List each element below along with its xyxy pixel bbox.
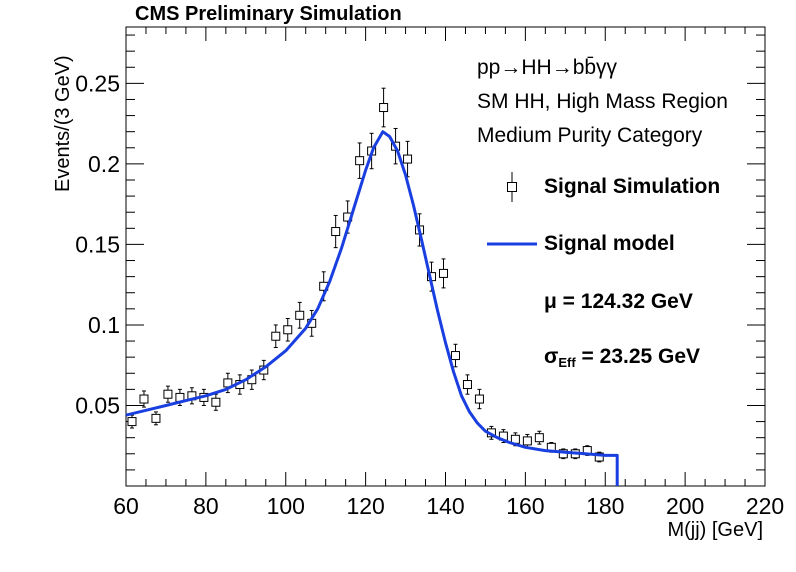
y-axis-label: Events/(3 GeV)	[52, 55, 74, 192]
y-tick-label: 0.15	[75, 231, 120, 257]
data-point	[295, 301, 305, 329]
y-tick-label: 0.05	[75, 392, 120, 418]
point-marker	[295, 310, 305, 320]
axis-ticks	[125, 27, 766, 487]
x-axis-label: M(jj) [GeV]	[667, 519, 763, 541]
data-point	[331, 214, 341, 249]
mu-label: μ = 124.32 GeV	[544, 290, 693, 313]
data-point	[271, 324, 281, 348]
point-marker	[151, 413, 161, 423]
data-point	[163, 385, 173, 403]
annotation-category: Medium Purity Category	[477, 124, 703, 147]
point-marker	[379, 103, 389, 113]
data-point	[522, 433, 532, 448]
annotation-region: SM HH, High Mass Region	[477, 90, 728, 113]
x-tick-labels: 60 80 100 120 140 160 180 200 220	[113, 493, 784, 519]
point-marker	[331, 227, 341, 237]
point-marker	[439, 268, 449, 278]
point-marker	[355, 156, 365, 166]
y-tick-label: 0.2	[88, 151, 120, 177]
point-marker	[594, 452, 604, 462]
annotation-process: pp→HH→bb̄γγ	[477, 56, 618, 79]
data-point	[355, 142, 365, 179]
data-point	[534, 430, 544, 445]
point-marker	[462, 380, 472, 390]
sigma-eff-label: σEff = 23.25 GeV	[544, 345, 700, 370]
x-tick-label: 80	[193, 493, 219, 519]
data-point	[474, 388, 484, 410]
data-point	[139, 390, 149, 408]
x-tick-label: 100	[267, 493, 305, 519]
point-marker	[139, 394, 149, 404]
data-point	[151, 411, 161, 426]
data-point	[462, 374, 472, 395]
x-tick-label: 120	[346, 493, 384, 519]
legend-simulation-marker	[507, 172, 517, 202]
data-point	[439, 258, 449, 289]
data-point	[403, 140, 413, 178]
data-point	[187, 387, 197, 405]
y-tick-label: 0.25	[75, 70, 120, 96]
data-point	[127, 414, 137, 429]
x-tick-label: 140	[426, 493, 464, 519]
model-curve	[125, 130, 619, 486]
point-marker	[403, 154, 413, 164]
x-tick-label: 160	[506, 493, 544, 519]
x-tick-label: 200	[666, 493, 704, 519]
y-tick-labels: 0.05 0.1 0.15 0.2 0.25	[75, 70, 120, 418]
point-marker	[271, 331, 281, 341]
point-marker	[283, 325, 293, 335]
sigma-symbol: σ	[544, 345, 559, 368]
sigma-value: = 23.25 GeV	[575, 345, 701, 368]
sigma-subscript: Eff	[558, 355, 576, 370]
point-marker	[522, 436, 532, 446]
legend-label-model: Signal model	[544, 232, 675, 255]
x-tick-label: 60	[113, 493, 139, 519]
data-point	[211, 393, 221, 411]
point-marker	[127, 417, 137, 427]
y-tick-label: 0.1	[88, 312, 120, 338]
point-marker	[534, 433, 544, 443]
point-marker	[163, 389, 173, 399]
data-point	[450, 343, 460, 368]
data-point	[283, 318, 293, 342]
chart-title: CMS Preliminary Simulation	[135, 3, 402, 25]
data-point	[379, 87, 389, 128]
x-tick-label: 180	[586, 493, 624, 519]
point-marker	[450, 351, 460, 361]
x-tick-label: 220	[746, 493, 784, 519]
point-marker	[211, 397, 221, 407]
signal-model-line	[125, 130, 619, 486]
point-marker	[474, 394, 484, 404]
legend-label-simulation: Signal Simulation	[544, 175, 721, 198]
